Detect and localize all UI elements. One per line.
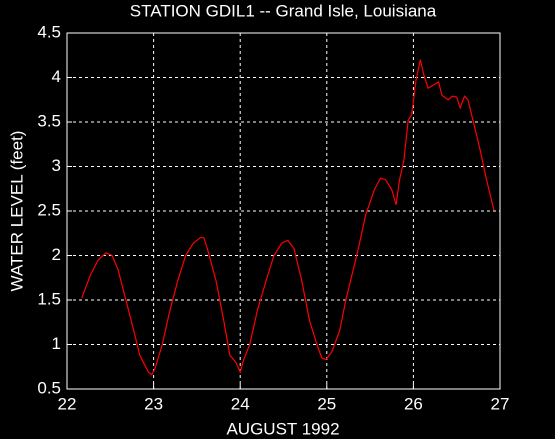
x-tick-label: 27 (491, 394, 510, 413)
chart-title: STATION GDIL1 -- Grand Isle, Louisiana (130, 1, 437, 20)
y-tick-label: 0.5 (37, 378, 61, 397)
x-tick-label: 23 (144, 394, 163, 413)
x-tick-label: 24 (231, 394, 250, 413)
y-tick-label: 1 (52, 334, 61, 353)
x-tick-label: 26 (404, 394, 423, 413)
y-tick-label: 3.5 (37, 111, 61, 130)
x-axis-label: AUGUST 1992 (226, 419, 339, 438)
x-tick-label: 22 (58, 394, 77, 413)
y-tick-label: 4 (52, 67, 61, 86)
y-tick-label: 4.5 (37, 22, 61, 41)
plot-frame (66, 32, 501, 390)
y-tick-label: 3 (52, 156, 61, 175)
data-line (81, 59, 495, 376)
y-tick-label: 1.5 (37, 289, 61, 308)
y-axis-label: WATER LEVEL (feet) (7, 131, 26, 292)
y-tick-label: 2.5 (37, 200, 61, 219)
x-tick-label: 25 (317, 394, 336, 413)
y-tick-label: 2 (52, 245, 61, 264)
